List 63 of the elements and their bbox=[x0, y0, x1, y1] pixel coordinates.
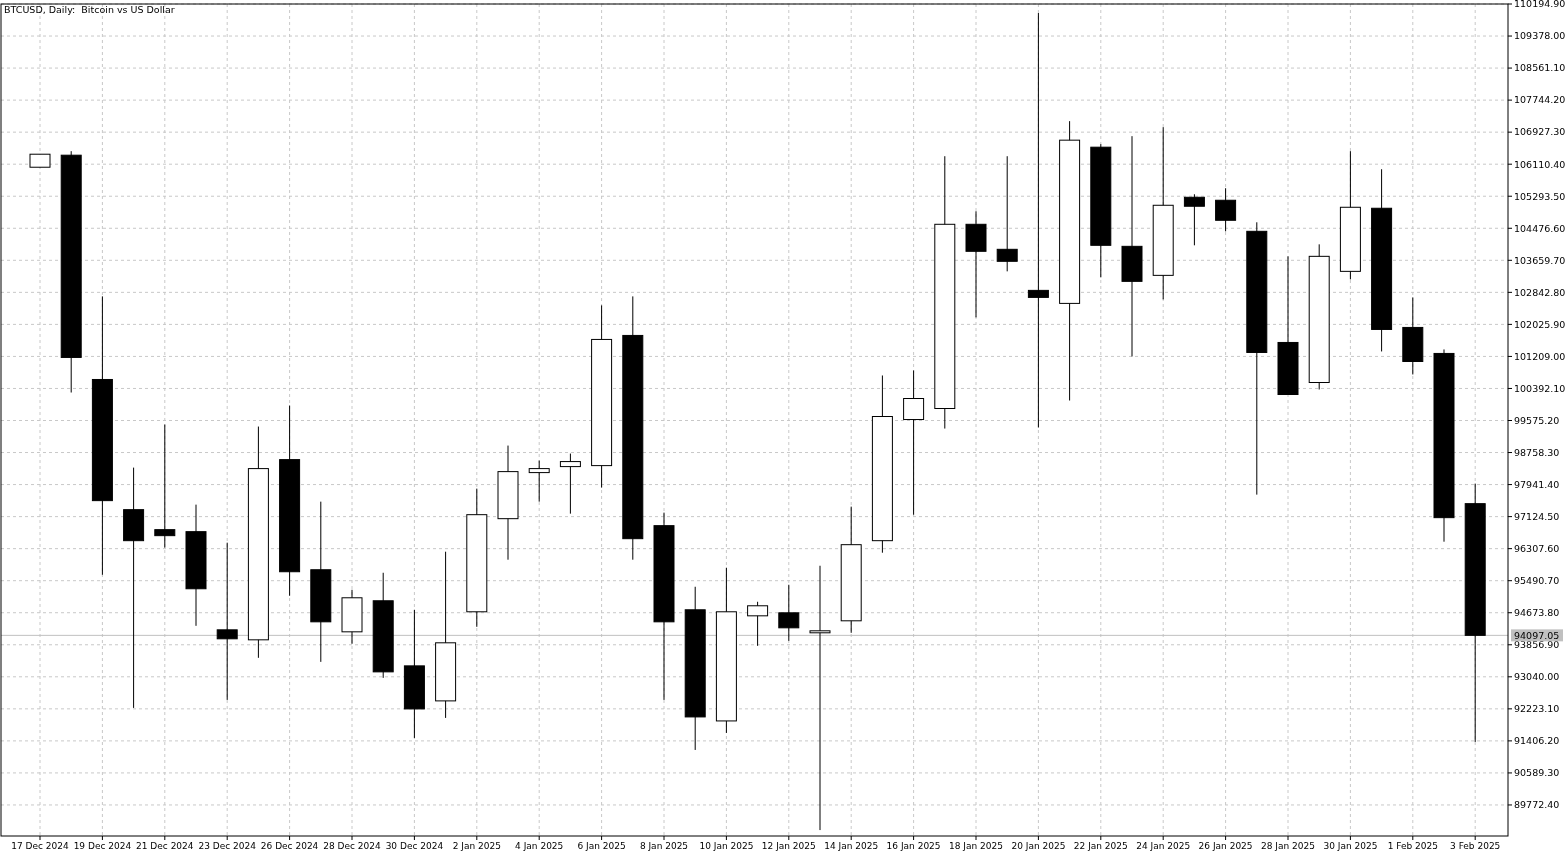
candlestick bbox=[778, 584, 800, 642]
x-tick-label: 3 Feb 2025 bbox=[1450, 841, 1501, 851]
y-tick-label: 93040.00 bbox=[1514, 671, 1560, 683]
y-tick-label: 106110.40 bbox=[1514, 158, 1566, 170]
y-tick-label: 89772.40 bbox=[1514, 799, 1560, 811]
y-tick-label: 107744.20 bbox=[1514, 94, 1566, 106]
y-tick-label: 90589.30 bbox=[1514, 767, 1560, 779]
candlestick bbox=[559, 453, 581, 515]
candlestick bbox=[216, 542, 238, 701]
x-tick-label: 30 Dec 2024 bbox=[385, 841, 444, 851]
y-tick-label: 106927.30 bbox=[1514, 126, 1566, 138]
y-tick-label: 97124.50 bbox=[1514, 510, 1560, 522]
y-tick-label: 103659.70 bbox=[1514, 254, 1566, 266]
candlestick bbox=[747, 601, 769, 647]
x-tick-label: 4 Jan 2025 bbox=[515, 841, 564, 851]
candlestick bbox=[1183, 193, 1205, 246]
candlestick bbox=[903, 369, 925, 516]
x-tick-label: 22 Jan 2025 bbox=[1073, 841, 1128, 851]
y-tick-label: 109378.00 bbox=[1514, 30, 1566, 42]
y-tick-label: 100392.10 bbox=[1514, 382, 1566, 394]
x-tick-label: 20 Jan 2025 bbox=[1011, 841, 1066, 851]
x-tick-label: 10 Jan 2025 bbox=[699, 841, 754, 851]
y-tick-label: 94673.80 bbox=[1514, 607, 1560, 619]
x-tick-label: 16 Jan 2025 bbox=[886, 841, 941, 851]
y-tick-label: 102842.80 bbox=[1514, 286, 1566, 298]
x-tick-label: 1 Feb 2025 bbox=[1387, 841, 1438, 851]
candlestick bbox=[996, 155, 1018, 272]
x-tick-label: 14 Jan 2025 bbox=[824, 841, 879, 851]
x-tick-label: 8 Jan 2025 bbox=[639, 841, 689, 851]
candlestick bbox=[528, 460, 550, 503]
x-tick-label: 2 Jan 2025 bbox=[452, 841, 501, 851]
y-tick-label: 101209.00 bbox=[1514, 350, 1566, 362]
y-tick-label: 96307.60 bbox=[1514, 542, 1560, 554]
x-tick-label: 17 Dec 2024 bbox=[11, 841, 70, 851]
y-tick-label: 97941.40 bbox=[1514, 478, 1560, 490]
x-tick-label: 23 Dec 2024 bbox=[198, 841, 257, 851]
x-tick-label: 26 Jan 2025 bbox=[1198, 841, 1253, 851]
x-tick-label: 21 Dec 2024 bbox=[136, 841, 194, 851]
x-tick-label: 28 Jan 2025 bbox=[1261, 841, 1315, 851]
y-tick-label: 108561.10 bbox=[1514, 62, 1566, 74]
x-tick-label: 24 Jan 2025 bbox=[1136, 841, 1191, 851]
y-tick-label: 105293.50 bbox=[1514, 190, 1566, 202]
chart-title: BTCUSD, Daily: Bitcoin vs US Dollar bbox=[4, 4, 175, 15]
y-tick-label: 92223.10 bbox=[1514, 703, 1560, 715]
y-tick-label: 95490.70 bbox=[1514, 575, 1560, 587]
y-tick-label: 110194.90 bbox=[1514, 0, 1566, 10]
candlestick bbox=[809, 565, 831, 831]
y-tick-label: 99575.20 bbox=[1514, 414, 1560, 426]
candlestick bbox=[154, 424, 176, 549]
x-tick-label: 12 Jan 2025 bbox=[761, 841, 816, 851]
candlestick bbox=[1215, 187, 1237, 232]
x-tick-label: 18 Jan 2025 bbox=[949, 841, 1003, 851]
ref-line-label: 94097.05 bbox=[1514, 629, 1560, 641]
x-tick-label: 19 Dec 2024 bbox=[73, 841, 132, 851]
x-tick-label: 30 Jan 2025 bbox=[1323, 841, 1378, 851]
y-tick-label: 104476.60 bbox=[1514, 222, 1566, 234]
x-tick-label: 26 Dec 2024 bbox=[260, 841, 319, 851]
x-tick-label: 28 Dec 2024 bbox=[323, 841, 382, 851]
y-tick-label: 91406.20 bbox=[1514, 735, 1560, 747]
y-tick-label: 93856.90 bbox=[1514, 639, 1560, 651]
y-tick-label: 102025.90 bbox=[1514, 318, 1566, 330]
x-tick-label: 6 Jan 2025 bbox=[577, 841, 626, 851]
y-tick-label: 98758.30 bbox=[1514, 446, 1560, 458]
